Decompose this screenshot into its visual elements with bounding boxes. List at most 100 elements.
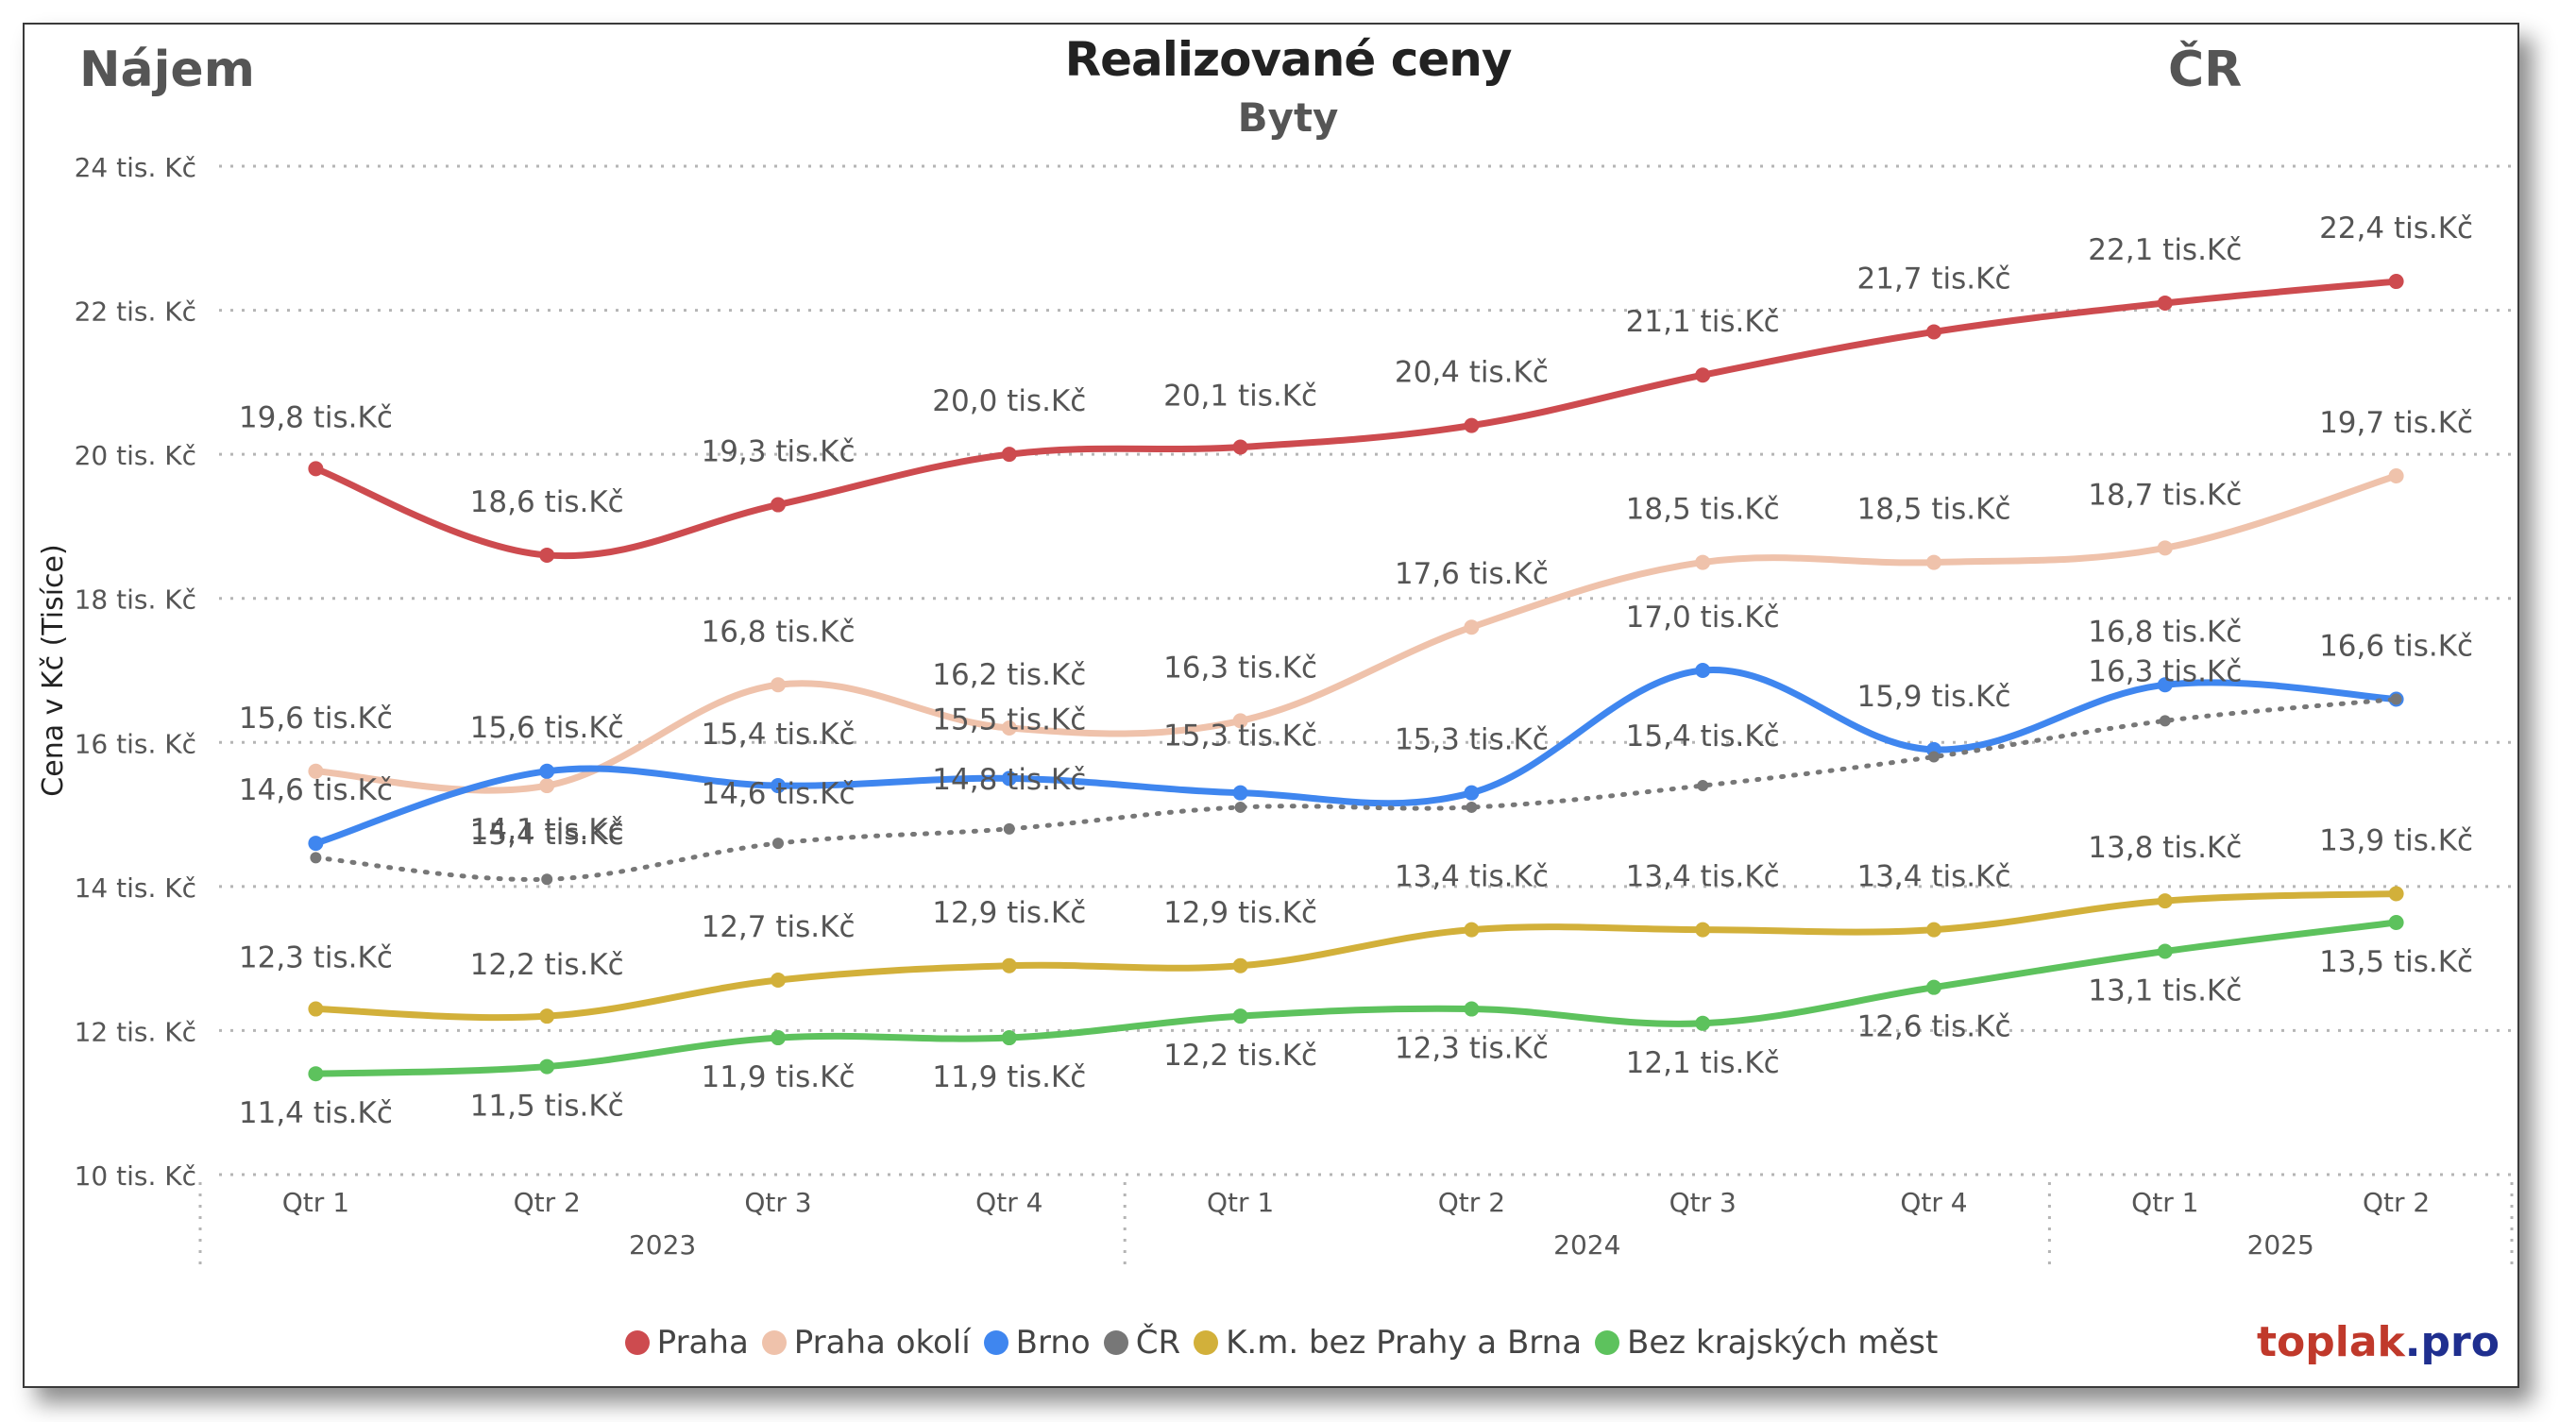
data-label: 12,3 tis.Kč: [239, 941, 393, 975]
y-tick-label: 10 tis. Kč: [75, 1160, 196, 1192]
data-label: 18,7 tis.Kč: [2088, 478, 2242, 512]
region-title: ČR: [2168, 42, 2243, 98]
legend-item[interactable]: Brno: [983, 1324, 1091, 1362]
data-label: 12,9 tis.Kč: [1163, 896, 1317, 930]
data-label: 13,1 tis.Kč: [2088, 974, 2242, 1008]
data-point: [1464, 417, 1480, 433]
data-point: [308, 461, 324, 477]
data-point: [2157, 893, 2173, 909]
data-point: [1464, 1001, 1480, 1017]
data-label: 14,6 tis.Kč: [701, 777, 855, 811]
data-point: [539, 763, 555, 779]
legend-marker: [983, 1330, 1008, 1355]
data-label: 16,2 tis.Kč: [932, 658, 1086, 692]
data-label: 12,2 tis.Kč: [470, 948, 624, 982]
data-point: [1695, 367, 1711, 383]
year-label: 2025: [2247, 1229, 2314, 1261]
data-point: [2388, 886, 2404, 902]
legend-marker: [1194, 1330, 1219, 1355]
data-point: [1695, 663, 1711, 678]
data-label: 19,7 tis.Kč: [2319, 406, 2473, 440]
data-label: 18,6 tis.Kč: [470, 485, 624, 519]
data-label: 19,8 tis.Kč: [239, 400, 393, 434]
x-tick-label: Qtr 1: [2131, 1187, 2198, 1218]
data-point: [771, 677, 786, 693]
data-point: [539, 778, 555, 794]
data-point: [2159, 715, 2171, 727]
x-tick-label: Qtr 4: [975, 1187, 1042, 1218]
data-point: [771, 778, 786, 794]
data-point: [2157, 540, 2173, 556]
x-tick-label: Qtr 1: [282, 1187, 349, 1218]
data-label: 12,7 tis.Kč: [701, 910, 855, 944]
y-tick-label: 14 tis. Kč: [75, 872, 196, 904]
category-title: Nájem: [79, 42, 255, 98]
data-point: [772, 838, 784, 850]
data-point: [1928, 751, 1940, 763]
data-point: [771, 1030, 786, 1046]
year-label: 2024: [1553, 1229, 1620, 1261]
brand-name: toplak: [2257, 1318, 2405, 1366]
series-line-brno: [312, 667, 2400, 847]
chart-title: Realizované ceny: [1064, 32, 1513, 87]
legend-label: Praha okolí: [793, 1324, 971, 1362]
gridlines: [219, 164, 2512, 1177]
data-point: [771, 497, 786, 513]
data-label: 21,1 tis.Kč: [1626, 305, 1780, 339]
data-point: [1926, 979, 1941, 995]
data-label: 16,6 tis.Kč: [2319, 630, 2473, 664]
data-label: 20,1 tis.Kč: [1163, 380, 1317, 414]
axes: 10 tis. Kč 12 tis. Kč 14 tis. Kč 16 tis. Kč…: [37, 152, 2514, 1271]
series-line--r: [313, 697, 2399, 882]
year-label: 2023: [629, 1229, 696, 1261]
legend-label: Bez krajských měst: [1627, 1324, 1939, 1362]
data-label: 13,4 tis.Kč: [1856, 860, 2010, 894]
x-tick-label: Qtr 3: [1669, 1187, 1737, 1218]
legend-marker: [1595, 1330, 1620, 1355]
data-label: 12,2 tis.Kč: [1163, 1039, 1317, 1073]
series-line-praha: [312, 278, 2400, 560]
data-label: 18,5 tis.Kč: [1626, 493, 1780, 527]
data-point: [1001, 1030, 1017, 1046]
data-point: [2388, 468, 2404, 484]
x-tick-label: Qtr 2: [2363, 1187, 2430, 1218]
data-label: 20,4 tis.Kč: [1395, 356, 1549, 390]
data-point: [1003, 822, 1015, 835]
series-lines: [308, 274, 2404, 1082]
legend-label: Praha: [656, 1324, 749, 1362]
data-point: [2390, 693, 2402, 705]
data-label: 13,5 tis.Kč: [2319, 945, 2473, 979]
data-point: [308, 763, 324, 779]
data-point: [2157, 295, 2173, 311]
legend-label: Brno: [1015, 1324, 1091, 1362]
data-label: 19,3 tis.Kč: [701, 435, 855, 469]
legend-item[interactable]: K.m. bez Prahy a Brna: [1194, 1324, 1582, 1362]
legend-marker: [624, 1330, 650, 1355]
series-line-bez-krajsk-ch-m-st: [312, 919, 2400, 1077]
data-point: [541, 873, 553, 886]
data-point: [1464, 922, 1480, 938]
legend-item[interactable]: Praha: [624, 1324, 749, 1362]
legend-item[interactable]: ČR: [1103, 1324, 1180, 1362]
legend-item[interactable]: Praha okolí: [761, 1324, 971, 1362]
data-point: [310, 852, 322, 864]
legend: Praha Praha okolí Brno ČR K.m. bez Prahy a B…: [0, 1324, 2576, 1362]
data-point: [539, 1058, 555, 1075]
y-tick-label: 24 tis. Kč: [75, 152, 196, 183]
x-tick-label: Qtr 1: [1207, 1187, 1274, 1218]
data-label: 13,9 tis.Kč: [2319, 823, 2473, 857]
data-label: 15,6 tis.Kč: [470, 711, 624, 745]
data-label: 22,1 tis.Kč: [2088, 233, 2242, 267]
data-point: [1001, 720, 1017, 736]
brand-domain: .pro: [2404, 1318, 2500, 1366]
data-label: 17,0 tis.Kč: [1626, 601, 1780, 635]
data-label: 11,5 tis.Kč: [470, 1090, 624, 1124]
data-point: [1001, 447, 1017, 463]
data-point: [1232, 713, 1248, 729]
data-label: 14,1 tis.Kč: [470, 813, 624, 847]
data-point: [2388, 915, 2404, 930]
legend-item[interactable]: Bez krajských měst: [1595, 1324, 1938, 1362]
data-label: 14,8 tis.Kč: [932, 763, 1086, 797]
data-point: [1232, 1008, 1248, 1024]
data-label: 15,3 tis.Kč: [1395, 723, 1549, 757]
